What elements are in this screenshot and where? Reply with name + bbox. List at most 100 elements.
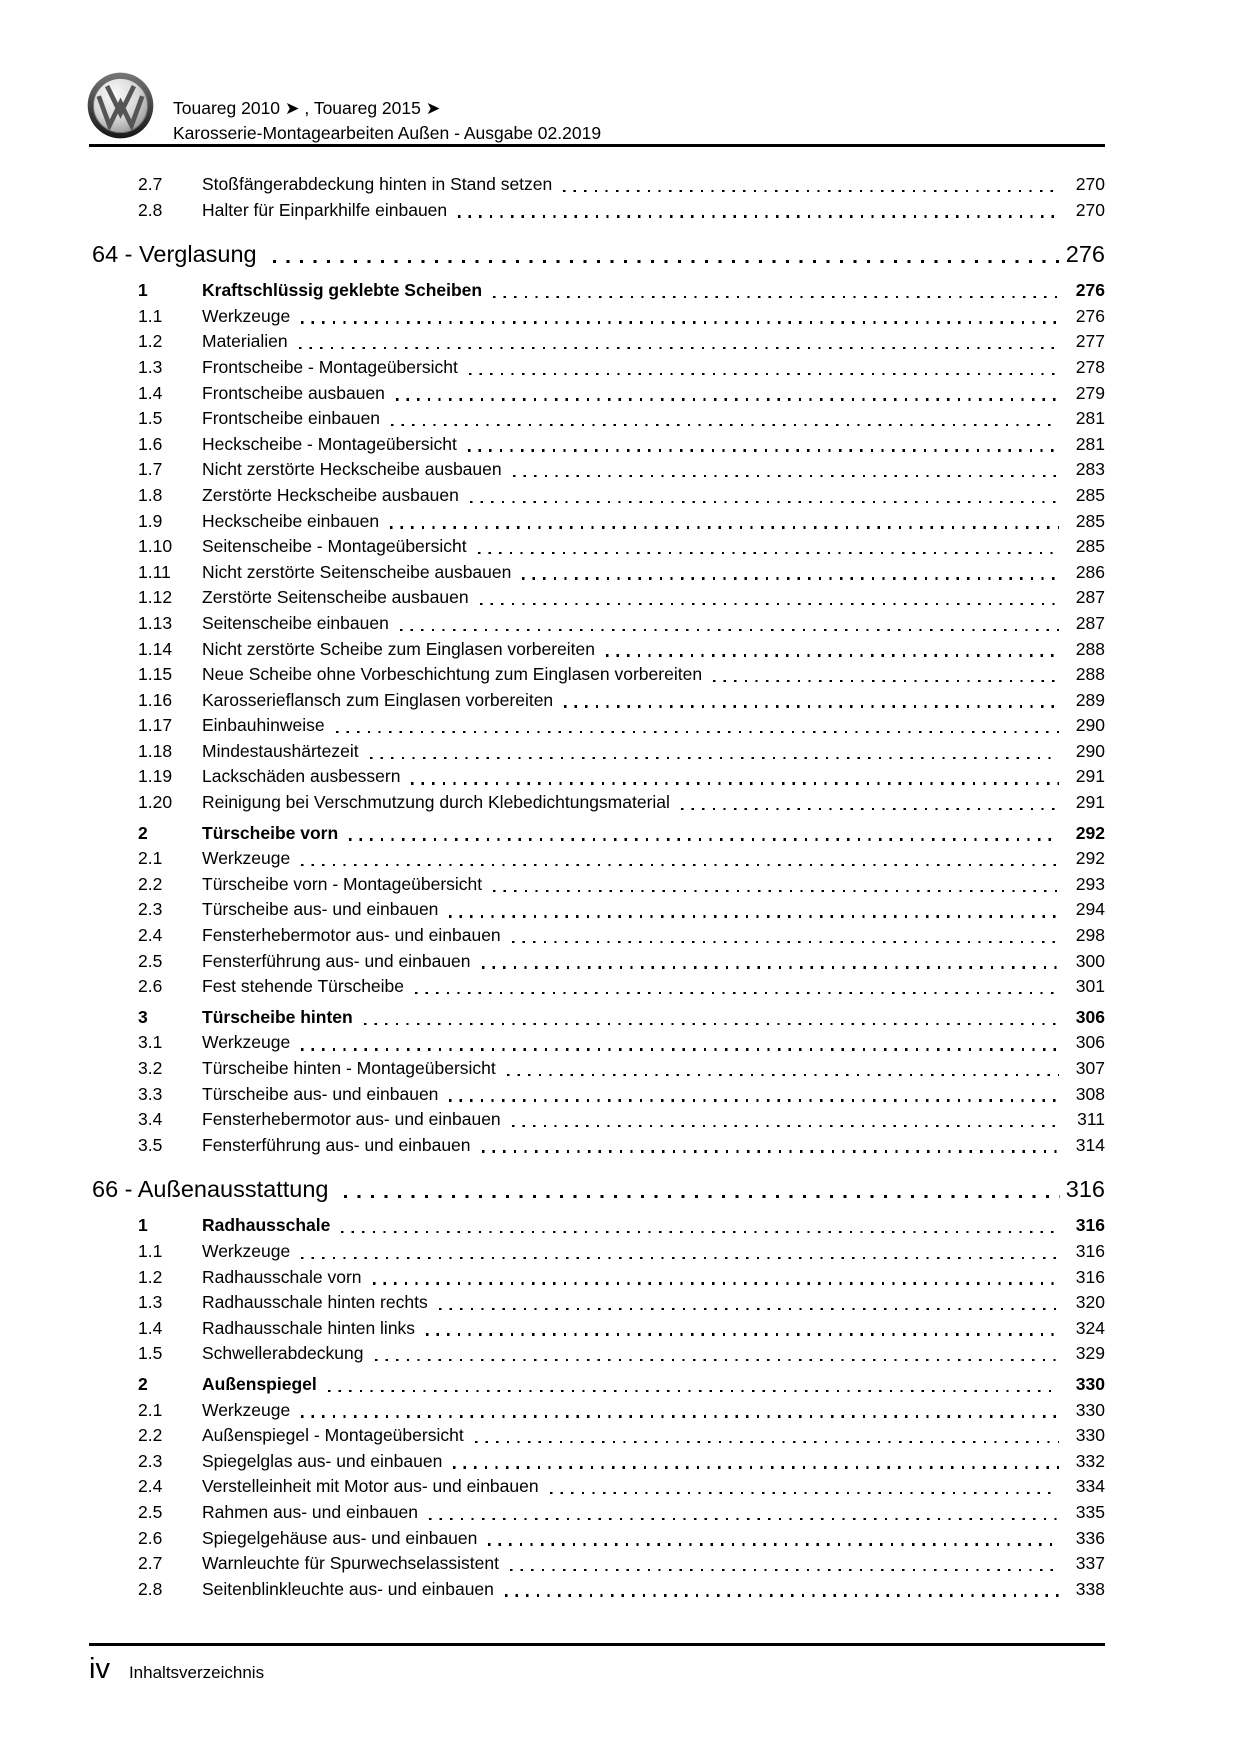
toc-entry-title: Türscheibe vorn [202, 822, 339, 843]
toc-entry-number: 1.7 [138, 459, 163, 480]
toc-entry-title: Stoßfängerabdeckung hinten in Stand setz… [202, 174, 553, 194]
dot-leader-icon [479, 603, 1059, 606]
toc-entry-title: Materialien [202, 331, 288, 352]
toc-entry-page: 291 [1075, 766, 1105, 787]
dot-leader-icon [564, 705, 1059, 708]
toc-entry-number: 1.16 [138, 689, 173, 710]
toc-entry-number: 1.5 [138, 1343, 163, 1364]
dot-leader-icon [469, 500, 1059, 504]
toc-entry-number: 1.1 [138, 1240, 163, 1261]
toc-entry-number: 1.8 [138, 484, 163, 505]
dot-leader-icon [415, 991, 1059, 995]
toc-entry-title: 66 - Außenausstattung [92, 1176, 329, 1203]
toc-entry: 1.18 Mindestaushärtezeit 290 [90, 739, 1105, 765]
dot-leader-icon [511, 1124, 1059, 1128]
toc-entry-title: Nicht zerstörte Heckscheibe ausbauen [202, 459, 502, 480]
header-rule [89, 144, 1105, 147]
toc-entry-page: 338 [1075, 1578, 1105, 1599]
toc-entry: 1.5 Schwellerabdeckung 329 [90, 1341, 1105, 1367]
toc-entry: 1.12 Zerstörte Seitenscheibe ausbauen 28… [90, 585, 1105, 611]
toc-entry-title: Heckscheibe - Montageübersicht [202, 433, 457, 454]
toc-entry-number: 3.5 [138, 1134, 163, 1155]
dot-leader-icon [449, 1099, 1059, 1102]
dot-leader-icon [390, 526, 1059, 529]
toc-entry: 1.1 Werkzeuge 276 [90, 304, 1105, 330]
toc-entry-number: 2.4 [138, 925, 163, 946]
toc-entry-number: 1.2 [138, 331, 163, 352]
toc-entry: 2.7 Warnleuchte für Spurwechselassistent… [90, 1551, 1105, 1577]
toc-entry: 2.6 Spiegelgehäuse aus- und einbauen 336 [90, 1526, 1105, 1552]
toc-entry: 2.6 Fest stehende Türscheibe 301 [90, 974, 1105, 1000]
toc-entry-title: Karosserieflansch zum Einglasen vorberei… [202, 689, 554, 710]
toc-entry-page: 330 [1075, 1373, 1105, 1394]
dot-leader-icon [301, 321, 1059, 324]
dot-leader-icon [411, 782, 1059, 785]
dot-leader-icon [301, 1048, 1059, 1051]
footer-section-label: Inhaltsverzeichnis [128, 1663, 265, 1682]
dot-leader-icon [605, 654, 1059, 657]
toc-entry-page: 289 [1075, 689, 1105, 710]
toc-entry-title: Halter für Einparkhilfe einbauen [202, 199, 448, 220]
toc-entry-page: 316 [1065, 1176, 1105, 1203]
toc-entry-title: Türscheibe hinten [202, 1006, 353, 1027]
toc-entry: 2.5 Fensterführung aus- und einbauen 300 [90, 949, 1105, 975]
toc-entry-page: 330 [1075, 1399, 1105, 1420]
toc-entry: 3.1 Werkzeuge 306 [90, 1030, 1105, 1056]
toc-entry-page: 287 [1075, 587, 1105, 608]
toc-entry: 2.5 Rahmen aus- und einbauen 335 [90, 1500, 1105, 1526]
toc-entry-page: 290 [1075, 740, 1105, 761]
toc-entry-number: 1.2 [138, 1266, 163, 1287]
toc-entry-title: Radhausschale hinten rechts [202, 1292, 428, 1313]
toc-entry-title: Fest stehende Türscheibe [202, 976, 405, 997]
toc-entry-number: 3.4 [138, 1109, 163, 1130]
toc-entry: 1.9 Heckscheibe einbauen 285 [90, 509, 1105, 535]
dot-leader-icon [453, 1466, 1059, 1469]
toc-entry-title: Spiegelglas aus- und einbauen [202, 1450, 443, 1471]
toc-entry-number: 3.3 [138, 1083, 163, 1104]
toc-entry-title: Seitenscheibe - Montageübersicht [202, 536, 467, 557]
toc-entry-page: 291 [1075, 792, 1105, 813]
toc-entry: 1 Radhausschale 316 [90, 1213, 1105, 1239]
toc-entry-number: 1.3 [138, 356, 163, 377]
toc-entry-title: Radhausschale vorn [202, 1266, 362, 1287]
dot-leader-icon [488, 1543, 1059, 1546]
toc-entry-title: Außenspiegel [202, 1373, 317, 1394]
toc-entry: 2.3 Türscheibe aus- und einbauen 294 [90, 897, 1105, 923]
dot-leader-icon [335, 730, 1059, 734]
toc-entry: 1.4 Frontscheibe ausbauen 279 [90, 381, 1105, 407]
toc-entry: 66 - Außenausstattung 316 [90, 1175, 1105, 1204]
toc-entry-number: 2.7 [138, 1553, 163, 1574]
toc-entry-page: 292 [1075, 822, 1105, 843]
toc-entry-title: Zerstörte Seitenscheibe ausbauen [202, 587, 469, 608]
dot-leader-icon [468, 372, 1059, 376]
toc-entry-page: 335 [1075, 1501, 1105, 1522]
toc-entry: 2.1 Werkzeuge 292 [90, 846, 1105, 872]
dot-leader-icon [429, 1517, 1059, 1520]
toc-entry-page: 301 [1075, 976, 1105, 997]
toc-entry: 1.4 Radhausschale hinten links 324 [90, 1316, 1105, 1342]
dot-leader-icon [395, 398, 1059, 401]
toc-entry-page: 288 [1075, 638, 1105, 659]
toc-entry-title: Mindestaushärtezeit [202, 740, 359, 761]
header-doc-line: Karosserie-Montagearbeiten Außen - Ausga… [173, 122, 602, 143]
toc-entry: 2.1 Werkzeuge 330 [90, 1398, 1105, 1424]
toc-entry-title: Neue Scheibe ohne Vorbeschichtung zum Ei… [202, 664, 703, 685]
toc-entry-number: 1.17 [138, 715, 173, 736]
toc-entry: 1.10 Seitenscheibe - Montageübersicht 28… [90, 534, 1105, 560]
toc-entry-page: 308 [1075, 1083, 1105, 1104]
dot-leader-icon [481, 966, 1059, 969]
dot-leader-icon [493, 889, 1059, 892]
toc-entry-page: 307 [1075, 1058, 1105, 1078]
toc-entry-page: 292 [1075, 848, 1105, 869]
toc-entry-number: 2.3 [138, 899, 163, 920]
toc-entry: 1 Kraftschlüssig geklebte Scheiben 276 [90, 278, 1105, 304]
toc-entry: 1.2 Materialien 277 [90, 329, 1105, 355]
toc-entry-title: Nicht zerstörte Scheibe zum Einglasen vo… [202, 638, 595, 659]
dot-leader-icon [369, 756, 1059, 759]
toc-entry: 2.8 Halter für Einparkhilfe einbauen 270 [90, 198, 1105, 224]
toc-entry-page: 316 [1075, 1266, 1105, 1287]
toc-entry-page: 329 [1075, 1343, 1105, 1364]
toc-entry: 1.16 Karosserieflansch zum Einglasen vor… [90, 688, 1105, 714]
toc-entry-number: 2.6 [138, 976, 163, 997]
toc-entry-title: Seitenblinkleuchte aus- und einbauen [202, 1578, 494, 1599]
